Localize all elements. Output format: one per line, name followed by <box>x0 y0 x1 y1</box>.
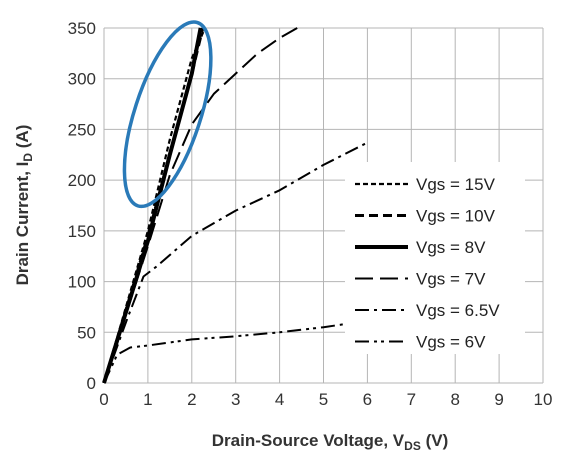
y-tick-label: 150 <box>68 222 96 241</box>
legend-label: Vgs = 8V <box>416 238 486 257</box>
x-tick-label: 0 <box>99 390 108 409</box>
y-tick-label: 50 <box>77 323 96 342</box>
legend-label: Vgs = 6.5V <box>416 301 500 320</box>
y-tick-labels: 0 50 100 150 200 250 300 350 <box>68 19 96 393</box>
x-tick-label: 9 <box>494 390 503 409</box>
series-line-6-5v <box>103 141 368 384</box>
legend-label: Vgs = 7V <box>416 270 486 289</box>
legend-label: Vgs = 6V <box>416 333 486 352</box>
series-line-6v <box>103 321 359 384</box>
x-tick-label: 5 <box>319 390 328 409</box>
y-tick-label: 350 <box>68 19 96 38</box>
y-tick-label: 200 <box>68 171 96 190</box>
highlight-layer <box>122 20 213 209</box>
x-tick-label: 4 <box>275 390 284 409</box>
x-tick-label: 7 <box>407 390 416 409</box>
highlight-ellipse <box>122 20 213 209</box>
legend: Vgs = 15V Vgs = 10V Vgs = 8V Vgs = 7V Vgs = … <box>345 162 525 354</box>
x-tick-labels: 0 1 2 3 4 5 6 7 8 9 10 <box>99 390 552 409</box>
x-tick-label: 10 <box>534 390 553 409</box>
x-tick-label: 1 <box>143 390 152 409</box>
y-tick-label: 250 <box>68 120 96 139</box>
x-tick-label: 6 <box>363 390 372 409</box>
y-tick-label: 0 <box>87 374 96 393</box>
x-tick-label: 8 <box>450 390 459 409</box>
y-tick-label: 100 <box>68 273 96 292</box>
y-tick-label: 300 <box>68 70 96 89</box>
x-axis-label: Drain-Source Voltage, VDS (V) <box>212 431 448 453</box>
legend-label: Vgs = 15V <box>416 175 496 194</box>
x-tick-label: 3 <box>231 390 240 409</box>
legend-background <box>345 162 525 354</box>
series-line-7v <box>103 27 298 384</box>
y-axis-label: Drain Current, ID (A) <box>13 125 35 286</box>
x-tick-label: 2 <box>187 390 196 409</box>
legend-label: Vgs = 10V <box>416 207 496 226</box>
